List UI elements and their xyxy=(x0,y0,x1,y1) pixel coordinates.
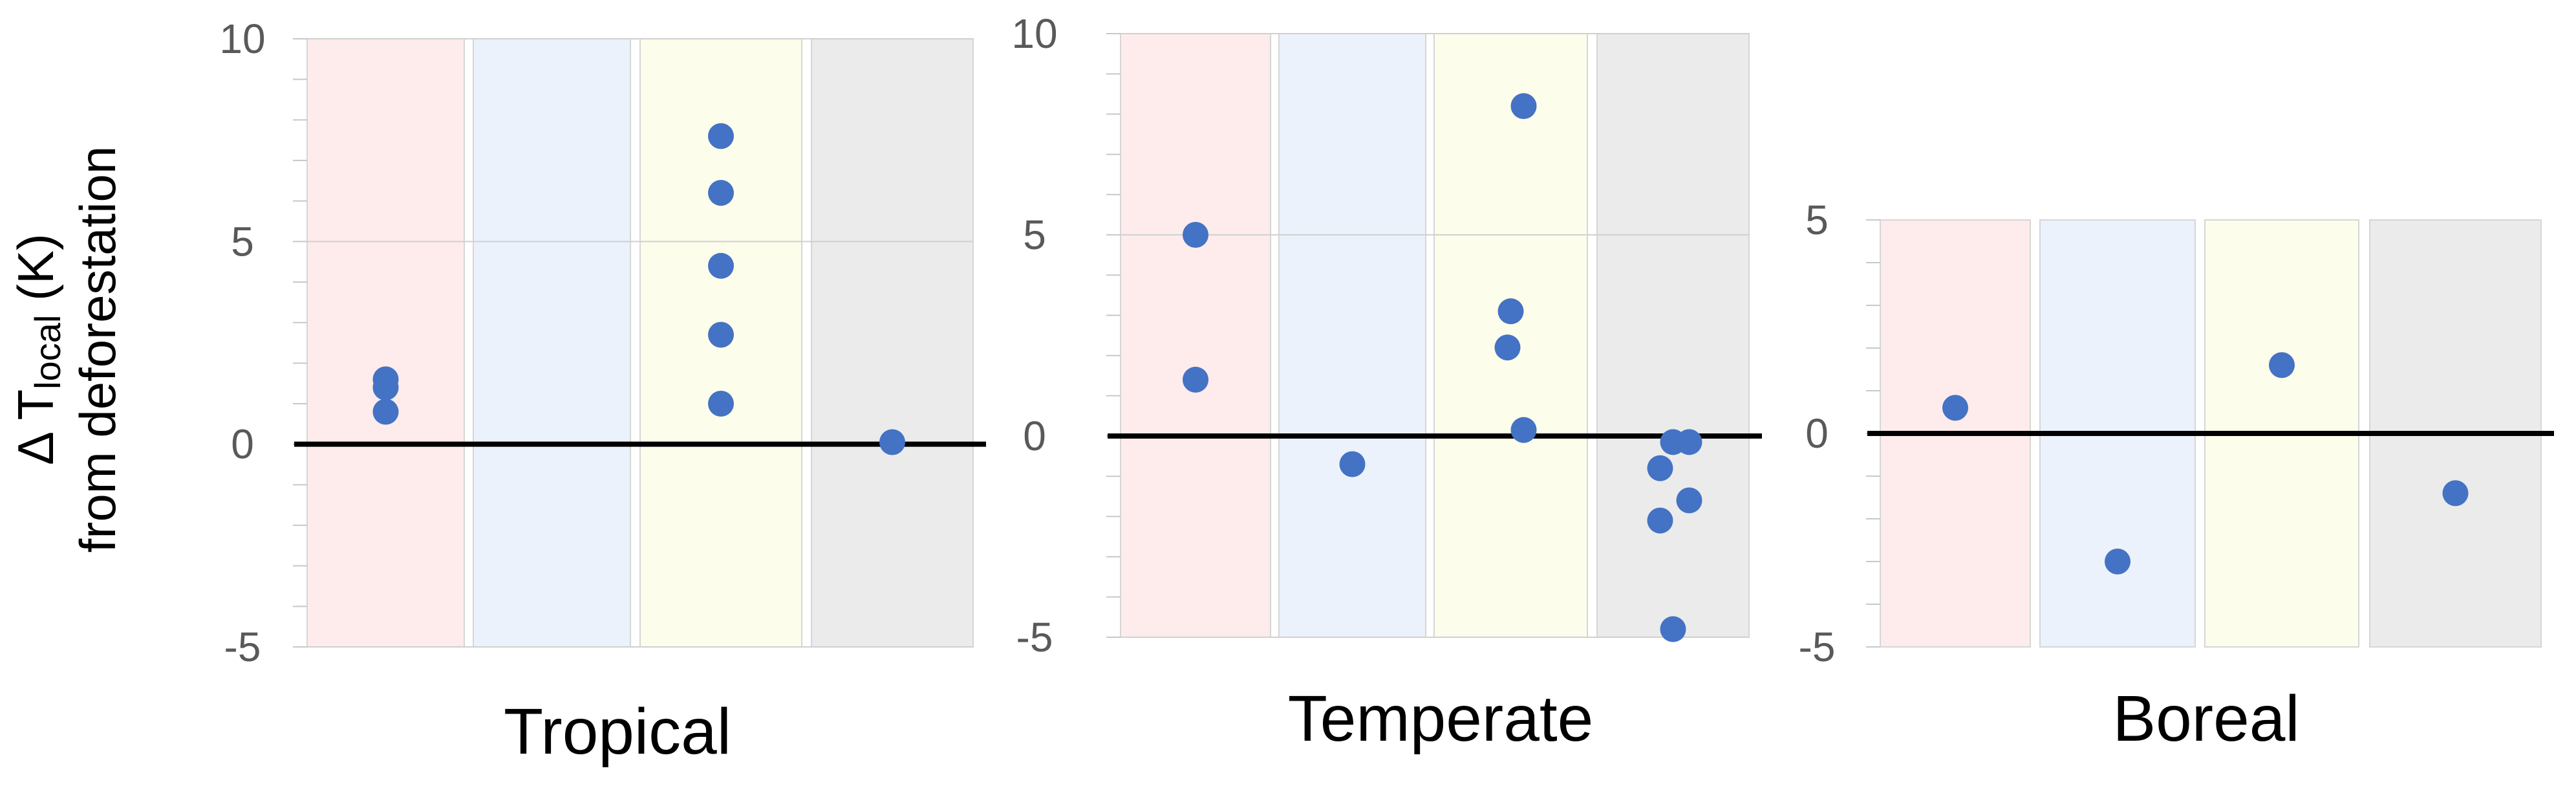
y-tick-label: 10 xyxy=(1011,10,1057,57)
data-point xyxy=(372,398,399,425)
y-tick-label: -5 xyxy=(1799,624,1836,670)
y-axis-title: Δ Tlocal (K) from deforestation xyxy=(7,146,126,553)
x-axis-label: Temperate xyxy=(1288,682,1593,755)
y-tick-label: 10 xyxy=(219,16,265,62)
data-point xyxy=(1676,429,1702,455)
y-tick-label: 0 xyxy=(1023,413,1046,459)
data-point xyxy=(1494,334,1521,361)
data-point xyxy=(2269,352,2295,378)
panels: -5 0 5 10 Tropical -5 0 5 10 Temperate -5 0 5 Boreal xyxy=(219,10,2554,768)
y-tick-label: -5 xyxy=(224,624,261,670)
data-point xyxy=(708,391,734,417)
data-point xyxy=(2442,480,2469,507)
data-point xyxy=(879,429,905,455)
y-axis-title-line2: from deforestation xyxy=(69,146,126,553)
panel-temperate: -5 0 5 10 Temperate xyxy=(1011,10,1762,755)
data-point xyxy=(1676,487,1702,514)
category-band xyxy=(1121,34,1271,637)
data-point xyxy=(372,374,399,400)
data-point xyxy=(708,322,734,348)
data-point xyxy=(708,252,734,279)
data-point xyxy=(1510,93,1537,119)
category-band xyxy=(811,39,973,647)
category-band xyxy=(473,39,630,647)
y-axis-title-line1: Δ Tlocal (K) xyxy=(7,234,68,465)
data-point xyxy=(1647,507,1673,534)
y-axis-title-subscript: local xyxy=(27,315,68,389)
y-tick-label: -5 xyxy=(1016,614,1053,660)
y-axis-title-symbol: Δ T xyxy=(7,389,64,465)
data-point xyxy=(1339,451,1366,477)
category-band xyxy=(307,39,464,647)
data-point xyxy=(1510,417,1537,443)
panel-boreal: -5 0 5 Boreal xyxy=(1799,197,2554,755)
category-band xyxy=(1597,34,1749,637)
y-tick-label: 5 xyxy=(1023,212,1046,258)
data-point xyxy=(1183,222,1208,248)
y-tick-label: 0 xyxy=(1805,410,1829,457)
y-axis-title-unit: (K) xyxy=(7,234,64,315)
y-tick-label: 5 xyxy=(231,218,254,265)
x-axis-label: Tropical xyxy=(504,695,731,768)
category-band xyxy=(1279,34,1426,637)
panel-tropical: -5 0 5 10 Tropical xyxy=(219,16,986,768)
data-point xyxy=(1942,395,1968,421)
data-point xyxy=(1647,455,1673,481)
y-tick-label: 0 xyxy=(231,421,254,468)
data-point xyxy=(1660,616,1686,642)
data-point xyxy=(2105,549,2131,574)
data-point xyxy=(1183,366,1208,393)
data-point xyxy=(708,180,734,206)
data-point xyxy=(708,123,734,149)
data-point xyxy=(1497,298,1524,325)
x-axis-label: Boreal xyxy=(2112,682,2299,755)
y-tick-label: 5 xyxy=(1805,197,1829,243)
